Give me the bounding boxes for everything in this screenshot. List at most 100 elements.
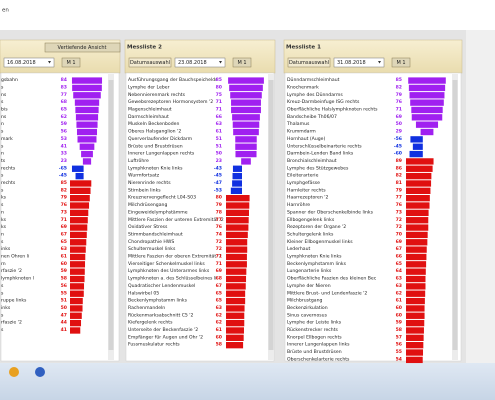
bar [412,143,423,150]
panels: Vertiefende Ansicht 16.08.2018 M 1 gsbahn 84… [0,39,463,364]
row-value: -53 [214,187,222,193]
bar [70,253,86,261]
scroll-thumb[interactable] [452,80,458,350]
row-label: Thalamus [286,121,310,127]
window-title: en [2,8,9,14]
mode-button[interactable] [61,57,81,68]
bar [226,239,248,246]
taskbar-icon[interactable] [35,367,45,377]
bar [79,143,95,150]
row-label: Lymphknoten des Unterarmes links [128,268,210,274]
bar [75,114,99,121]
bar [411,106,443,114]
row-value: 79 [216,202,222,208]
row-value: 60 [216,334,222,340]
row-value: 71 [61,217,67,223]
row-value: 72 [216,239,222,245]
row-value: 54 [396,356,402,362]
scroll-thumb[interactable] [268,80,274,350]
row-label: Lymphknoten Knie links [287,254,342,260]
date-box[interactable] [174,57,226,68]
bar [235,143,257,150]
row-value: 68 [61,99,67,105]
row-label: Kreuz-Darmbeinfuge ISG rechts [287,99,360,105]
bar [406,356,423,364]
row-label: Spanner der Oberschenkelbinde links [287,209,374,215]
row-label: Bronchialschleimhaut [287,158,337,164]
row-value: 65 [61,239,67,245]
bar [226,217,249,224]
row-value: 66 [216,114,222,120]
bar [406,209,429,217]
bar [406,261,427,268]
list-area [125,72,275,362]
row-label: Kiefergelenk rechts [128,320,173,326]
mode-button[interactable] [232,57,252,68]
bar [226,319,245,327]
taskbar [0,363,495,400]
bar [232,165,242,172]
row-value: 64 [396,268,402,274]
bar [229,84,263,92]
row-value: 67 [396,246,402,252]
mode-label: M 1 [396,60,405,66]
row-value: 85 [61,180,67,186]
bar [406,172,432,180]
row-value: -47 [214,180,222,186]
row-label: Kleiner Ellbogenmuskel links [287,239,353,245]
scroll-thumb[interactable] [108,80,114,350]
list-area [284,72,462,362]
row-value: 58 [396,327,402,333]
row-value: 63 [396,283,402,289]
row-label: mark [1,136,13,142]
date-box[interactable] [333,57,385,68]
date-box[interactable] [3,57,55,68]
bar [406,342,424,349]
row-label: s [1,144,4,149]
row-label: Chondropathie HWS [128,239,174,245]
row-label: s [1,203,4,208]
bar [408,77,446,84]
row-label: Lymphe der Leber [128,84,170,90]
bar [226,312,245,319]
bar [226,275,247,283]
bar [406,202,430,209]
bar [232,180,242,187]
row-value: 60 [61,261,67,267]
bar [410,99,444,106]
row-label: Harnröhre [287,202,310,208]
row-value: 82 [396,84,402,90]
bar [226,224,249,231]
row-label: Dünndarmschleimhaut [287,77,340,83]
bar [226,253,247,261]
bar [230,92,262,99]
row-label: Nebennierenmark rechts [128,92,186,98]
row-value: 41 [61,327,67,333]
row-value: 76 [216,224,222,230]
row-value: 61 [216,129,222,135]
mode-button[interactable] [391,57,411,68]
bar [420,128,434,136]
list-area [0,72,120,362]
bar [409,150,423,158]
row-label: Gewebsrezeptoren Hormonsystem '2 [128,99,213,105]
bar [70,217,88,224]
row-label: rfaszie '2 [1,320,22,326]
button[interactable] [44,42,121,53]
row-value: -45 [214,173,222,179]
row-label: Eileiterarterie [287,173,319,179]
row-value: 85 [396,77,402,83]
date-value: 16.08.2018 [7,60,36,66]
row-value: 77 [216,217,222,223]
row-value: 65 [61,107,67,113]
row-label: rfaszie '2 [1,268,22,274]
bar [406,283,426,290]
taskbar-icon[interactable] [9,367,19,377]
row-value: 65 [216,298,222,304]
bar [70,319,82,327]
bar [406,297,425,305]
button-label: Vertiefende Ansicht [58,45,107,51]
row-label: n [1,152,4,157]
row-label: Fussmuskulatur rechts [128,342,180,348]
row-label: Lymphknoten a. des Schlüsselbeines li [128,276,216,282]
